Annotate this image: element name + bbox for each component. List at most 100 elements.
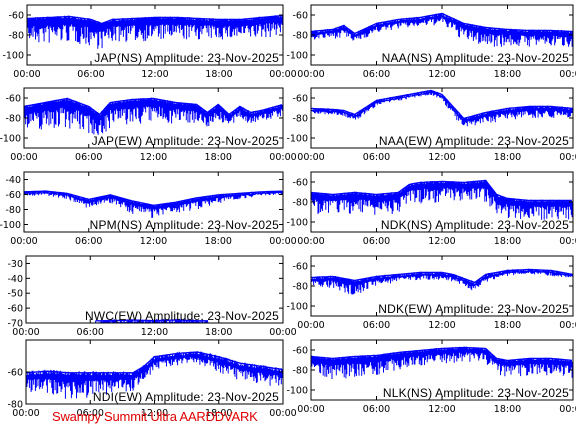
y-tick-label: -100 <box>2 51 24 62</box>
amplitude-envelope <box>311 346 573 379</box>
chart-panel-7: 00:00 06:00 12:00 18:00 00:00 -30 -40 -50 -60 -70… <box>7 255 297 338</box>
amplitude-trace <box>311 179 572 202</box>
x-tick-label: 06:00 <box>75 236 102 247</box>
x-tick-label: 00:00 <box>559 152 576 163</box>
x-tick-label: 12:00 <box>428 152 455 163</box>
amplitude-trace <box>27 14 282 25</box>
x-tick-label: 00:00 <box>297 236 324 247</box>
y-tick-label: -60 <box>292 94 308 105</box>
y-tick-label: -100 <box>286 218 308 229</box>
x-tick-label: 12:00 <box>428 404 455 415</box>
x-tick-label: 00:00 <box>297 320 324 331</box>
y-tick-label: -100 <box>286 386 308 397</box>
y-tick-label: -40 <box>5 175 21 186</box>
x-tick-label: 18:00 <box>494 404 521 415</box>
x-tick-label: 00:00 <box>269 236 296 247</box>
x-tick-label: 12:00 <box>428 236 455 247</box>
x-tick-label: 18:00 <box>494 152 521 163</box>
x-tick-label: 06:00 <box>363 404 390 415</box>
x-tick-label: 06:00 <box>363 320 390 331</box>
chart-title: NDK(EW) Amplitude: 23-Nov-2025 <box>378 302 569 316</box>
x-tick-label: 18:00 <box>205 152 232 163</box>
y-tick-label: -80 <box>292 366 308 377</box>
chart-panel-4: 00:00 06:00 12:00 18:00 00:00 -60 -80 -100 NAA(E… <box>286 87 576 163</box>
station-footer: Swampy Summit Ultra AARDDVARK <box>52 409 258 424</box>
x-tick-label: 06:00 <box>75 152 102 163</box>
y-tick-label: -100 <box>0 134 21 145</box>
y-tick-label: -80 <box>292 282 308 293</box>
x-tick-label: 06:00 <box>77 327 104 338</box>
chart-title: NDK(NS) Amplitude: 23-Nov-2025 <box>381 218 569 232</box>
amplitude-trace <box>24 97 283 116</box>
chart-panel-5: 00:00 06:00 12:00 18:00 00:00 -40 -60 -80 -100 NP… <box>0 171 297 247</box>
x-tick-label: 00:00 <box>269 408 296 419</box>
chart-title: JAP(NS) Amplitude: 23-Nov-2025 <box>94 51 279 65</box>
x-tick-label: 12:00 <box>140 152 167 163</box>
y-tick-label: -80 <box>292 31 308 42</box>
amplitude-trace <box>311 12 572 35</box>
chart-title: NWC(EW) Amplitude: 23-Nov-2025 <box>85 309 279 323</box>
chart-panel-8: 00:00 06:00 12:00 18:00 00:00 -60 -80 -100 NDK(E… <box>286 255 576 331</box>
amplitude-trace <box>26 351 282 374</box>
chart-title: NPM(NS) Amplitude: 23-Nov-2025 <box>90 218 280 232</box>
x-tick-label: 00:00 <box>12 327 39 338</box>
amplitude-trace <box>311 268 573 284</box>
x-tick-label: 18:00 <box>494 320 521 331</box>
x-tick-label: 06:00 <box>363 236 390 247</box>
y-tick-label: -60 <box>7 368 23 379</box>
chart-panel-1: 00:00 06:00 12:00 18:00 00:00 -60 -80 -100 JAP(N… <box>2 4 297 80</box>
amplitude-trace <box>311 89 572 120</box>
y-tick-label: -60 <box>8 11 24 22</box>
y-tick-label: -60 <box>5 94 21 105</box>
x-tick-label: 12:00 <box>141 327 168 338</box>
x-tick-label: 00:00 <box>297 152 324 163</box>
x-tick-label: 12:00 <box>141 408 168 419</box>
x-tick-label: 06:00 <box>77 408 104 419</box>
amplitude-envelope <box>311 268 573 295</box>
x-tick-label: 06:00 <box>363 69 390 80</box>
amplitude-envelope <box>24 97 283 135</box>
y-tick-label: -100 <box>0 220 21 231</box>
y-tick-label: -80 <box>8 31 24 42</box>
x-tick-label: 00:00 <box>559 404 576 415</box>
y-tick-label: -80 <box>5 205 21 216</box>
amplitude-trace <box>95 319 208 322</box>
y-tick-label: -60 <box>292 178 308 189</box>
x-tick-label: 18:00 <box>205 408 232 419</box>
x-tick-label: 06:00 <box>363 152 390 163</box>
x-tick-label: 00:00 <box>297 69 324 80</box>
y-tick-label: -60 <box>5 190 21 201</box>
amplitude-trace <box>311 346 572 362</box>
chart-title: NDI(EW) Amplitude: 23-Nov-2025 <box>93 390 279 404</box>
chart-panel-2: 00:00 06:00 12:00 18:00 00:00 -60 -80 -100 NAA(N… <box>286 4 576 80</box>
y-tick-label: -60 <box>292 11 308 22</box>
chart-panel-6: 00:00 06:00 12:00 18:00 00:00 -60 -80 -100 NDK(N… <box>286 171 576 247</box>
y-tick-label: -80 <box>292 198 308 209</box>
x-tick-label: 12:00 <box>141 69 168 80</box>
x-tick-label: 12:00 <box>140 236 167 247</box>
y-tick-label: -100 <box>286 51 308 62</box>
x-tick-label: 18:00 <box>205 236 232 247</box>
chart-title: NAA(NS) Amplitude: 23-Nov-2025 <box>382 51 570 65</box>
chart-title: NAA(EW) Amplitude: 23-Nov-2025 <box>379 134 569 148</box>
x-tick-label: 00:00 <box>559 320 576 331</box>
amplitude-envelope <box>311 90 573 127</box>
chart-panel-10: 00:00 06:00 12:00 18:00 00:00 -60 -80 -100 NLK(N… <box>286 339 576 415</box>
x-tick-label: 00:00 <box>10 236 37 247</box>
x-tick-label: 00:00 <box>10 152 37 163</box>
y-tick-label: -100 <box>286 302 308 313</box>
chart-panel-3: 00:00 06:00 12:00 18:00 00:00 -60 -80 -100 JAP(E… <box>0 87 297 163</box>
chart-title: JAP(EW) Amplitude: 23-Nov-2025 <box>92 134 280 148</box>
y-tick-label: -80 <box>292 114 308 125</box>
x-tick-label: 18:00 <box>494 69 521 80</box>
amplitude-envelope <box>311 12 573 47</box>
x-tick-label: 00:00 <box>269 69 296 80</box>
y-tick-label: -60 <box>292 262 308 273</box>
x-tick-label: 00:00 <box>13 69 40 80</box>
x-tick-label: 18:00 <box>494 236 521 247</box>
amplitude-envelope <box>27 15 283 49</box>
x-tick-label: 00:00 <box>269 327 296 338</box>
y-tick-label: -60 <box>7 304 23 315</box>
y-tick-label: -80 <box>7 400 23 411</box>
y-tick-label: -30 <box>7 259 23 270</box>
